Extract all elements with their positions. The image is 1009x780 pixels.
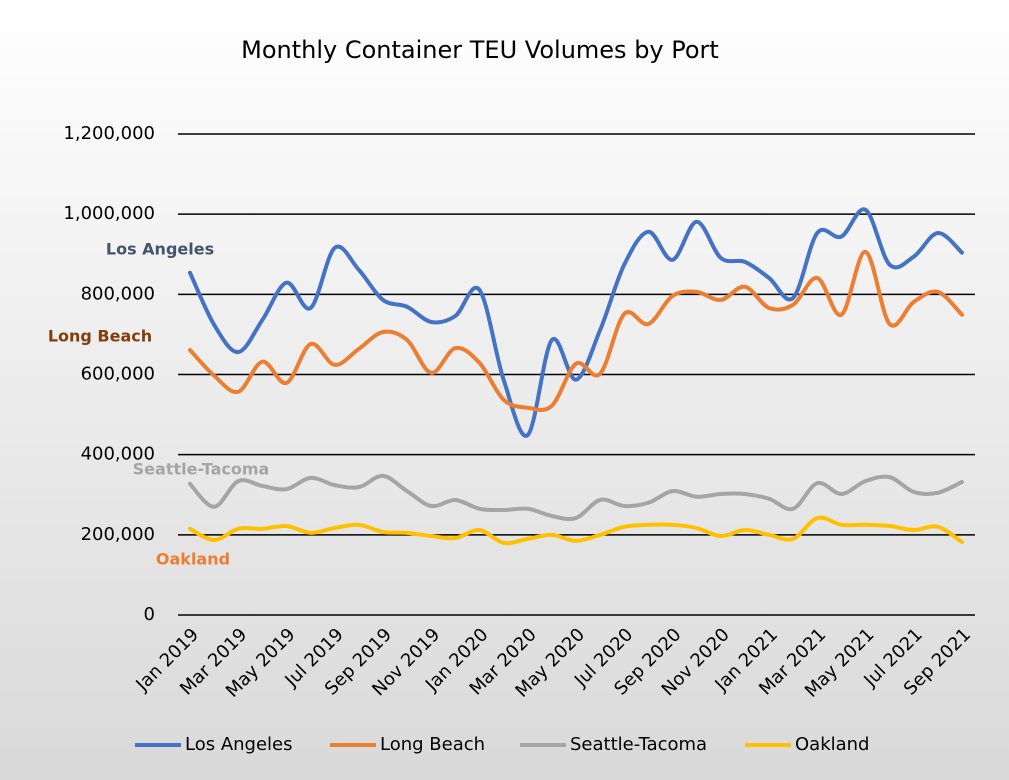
y-tick-label: 200,000 — [81, 524, 155, 545]
legend-label: Oakland — [795, 734, 870, 755]
y-tick-label: 600,000 — [81, 364, 155, 385]
annotation: Oakland — [156, 550, 230, 569]
y-tick-label: 400,000 — [81, 444, 155, 465]
legend-label: Long Beach — [380, 734, 485, 755]
y-tick-label: 1,200,000 — [63, 123, 155, 144]
annotation: Long Beach — [48, 327, 152, 346]
series-line — [188, 515, 964, 546]
annotation: Seattle-Tacoma — [133, 460, 270, 479]
legend-label: Seattle-Tacoma — [570, 734, 707, 755]
series-line — [188, 473, 964, 522]
series-line — [188, 249, 964, 412]
y-tick-label: 0 — [144, 604, 155, 625]
y-tick-label: 800,000 — [81, 283, 155, 304]
y-tick-label: 1,000,000 — [63, 203, 155, 224]
legend-label: Los Angeles — [185, 734, 293, 755]
annotation: Los Angeles — [106, 240, 214, 259]
chart-title: Monthly Container TEU Volumes by Port — [241, 36, 719, 64]
